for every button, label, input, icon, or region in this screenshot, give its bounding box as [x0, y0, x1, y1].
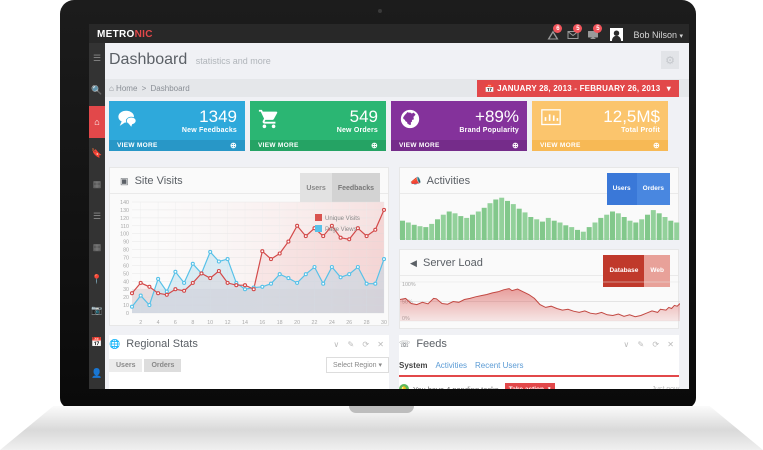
svg-text:90: 90 — [123, 240, 129, 246]
svg-text:110: 110 — [121, 224, 129, 230]
svg-text:20: 20 — [123, 295, 129, 301]
svg-text:30: 30 — [381, 320, 387, 326]
svg-text:26: 26 — [346, 320, 352, 326]
svg-text:22: 22 — [312, 320, 318, 326]
svg-text:30: 30 — [123, 287, 129, 293]
svg-text:28: 28 — [364, 320, 370, 326]
svg-text:24: 24 — [329, 320, 335, 326]
svg-text:16: 16 — [259, 320, 265, 326]
svg-text:2: 2 — [139, 320, 142, 326]
svg-text:50: 50 — [123, 271, 129, 277]
svg-text:8: 8 — [191, 320, 194, 326]
svg-text:40: 40 — [123, 279, 129, 285]
svg-text:6: 6 — [174, 320, 177, 326]
svg-text:18: 18 — [277, 320, 283, 326]
svg-text:0: 0 — [126, 311, 129, 317]
svg-text:100%: 100% — [402, 282, 416, 288]
svg-text:130: 130 — [120, 208, 129, 214]
svg-text:60: 60 — [123, 263, 129, 269]
svg-text:100: 100 — [120, 232, 129, 238]
svg-text:14: 14 — [242, 320, 248, 326]
svg-text:12: 12 — [225, 320, 231, 326]
svg-text:20: 20 — [294, 320, 300, 326]
svg-text:140: 140 — [120, 200, 129, 206]
svg-text:10: 10 — [123, 303, 129, 309]
svg-text:4: 4 — [157, 320, 160, 326]
svg-text:80: 80 — [123, 248, 129, 254]
svg-text:70: 70 — [123, 256, 129, 262]
svg-text:120: 120 — [120, 216, 129, 222]
svg-text:Page Views: Page Views — [325, 227, 357, 233]
svg-text:Unique Visits: Unique Visits — [325, 216, 360, 222]
svg-text:10: 10 — [207, 320, 213, 326]
